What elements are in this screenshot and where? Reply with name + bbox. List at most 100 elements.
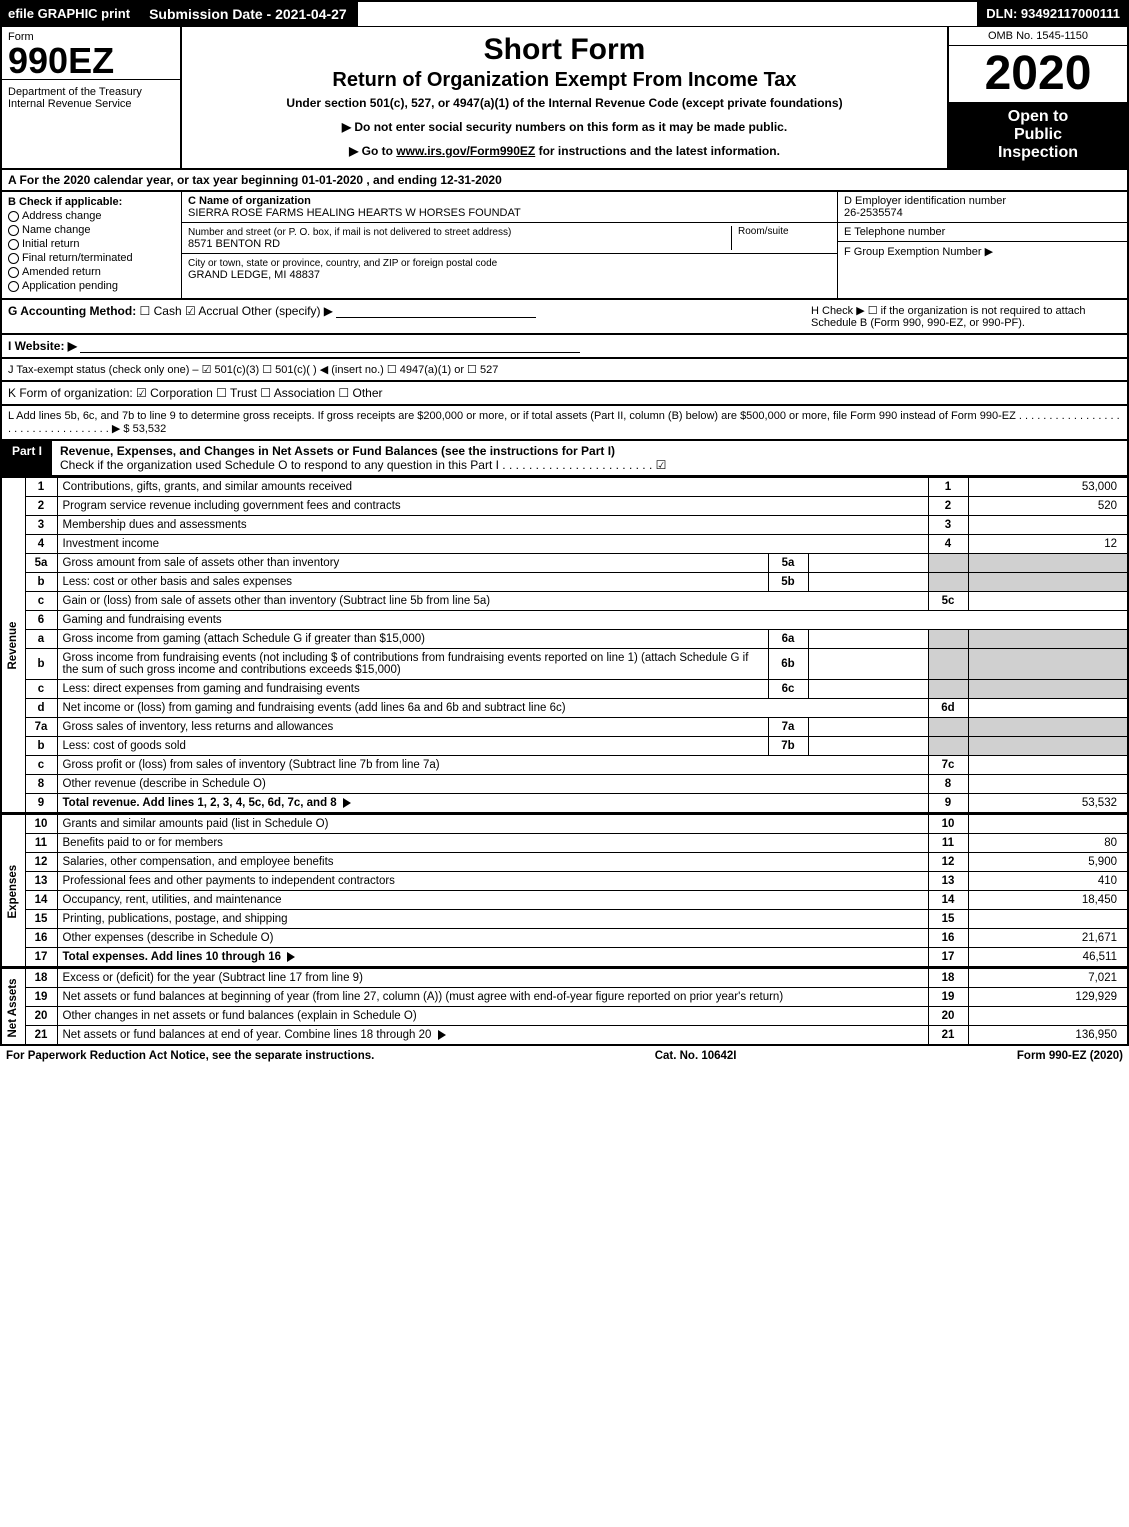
line-desc: Gross profit or (loss) from sales of inv…: [57, 756, 928, 775]
rt-num: 1: [928, 478, 968, 497]
rt-val: 12: [968, 535, 1128, 554]
g-other-line: [336, 306, 536, 318]
rt-num: 4: [928, 535, 968, 554]
rt-val: [968, 910, 1128, 929]
line-row: 12Salaries, other compensation, and empl…: [1, 853, 1128, 872]
chk-name-change[interactable]: Name change: [8, 224, 175, 236]
rt-num: 14: [928, 891, 968, 910]
line-row: 15Printing, publications, postage, and s…: [1, 910, 1128, 929]
line-row: cGain or (loss) from sale of assets othe…: [1, 592, 1128, 611]
dept-line1: Department of the Treasury: [8, 86, 142, 98]
netassets-table: Net Assets18Excess or (deficit) for the …: [0, 968, 1129, 1046]
chk-app-pending[interactable]: Application pending: [8, 280, 175, 292]
sub-line-num: 7a: [768, 718, 808, 737]
line-row: 21Net assets or fund balances at end of …: [1, 1026, 1128, 1046]
line-desc: Benefits paid to or for members: [57, 834, 928, 853]
line-number: 12: [25, 853, 57, 872]
rt-val: [968, 775, 1128, 794]
line-number: 3: [25, 516, 57, 535]
line-number: c: [25, 756, 57, 775]
rt-num: 2: [928, 497, 968, 516]
box-c: C Name of organization SIERRA ROSE FARMS…: [182, 192, 837, 298]
rt-num: 18: [928, 969, 968, 988]
lbl-pending: Application pending: [22, 280, 118, 292]
line-row: dNet income or (loss) from gaming and fu…: [1, 699, 1128, 718]
website-line: [80, 341, 580, 353]
line-row: 2Program service revenue including gover…: [1, 497, 1128, 516]
rt-num: 12: [928, 853, 968, 872]
line-row: 16Other expenses (describe in Schedule O…: [1, 929, 1128, 948]
line-row: cLess: direct expenses from gaming and f…: [1, 680, 1128, 699]
row-i: I Website: ▶: [0, 335, 1129, 359]
line-number: 4: [25, 535, 57, 554]
sub-line-val: [808, 680, 928, 699]
chk-initial-return[interactable]: Initial return: [8, 238, 175, 250]
chk-amended[interactable]: Amended return: [8, 266, 175, 278]
rt-val: 46,511: [968, 948, 1128, 968]
ein: 26-2535574: [844, 207, 903, 219]
row-k: K Form of organization: ☑ Corporation ☐ …: [0, 382, 1129, 406]
spacer: [358, 2, 979, 26]
line-number: 16: [25, 929, 57, 948]
line-number: 17: [25, 948, 57, 968]
rt-num: [928, 649, 968, 680]
expenses-table: Expenses10Grants and similar amounts pai…: [0, 814, 1129, 968]
line-desc: Investment income: [57, 535, 928, 554]
line-row: 11Benefits paid to or for members1180: [1, 834, 1128, 853]
footer-right: Form 990-EZ (2020): [1017, 1050, 1123, 1062]
i-label: I Website: ▶: [8, 339, 77, 353]
section-label: Revenue: [1, 478, 25, 814]
line-row: 19Net assets or fund balances at beginni…: [1, 988, 1128, 1007]
rt-num: [928, 737, 968, 756]
row-j: J Tax-exempt status (check only one) – ☑…: [0, 359, 1129, 382]
line-desc: Grants and similar amounts paid (list in…: [57, 815, 928, 834]
line-number: c: [25, 680, 57, 699]
line-desc: Less: direct expenses from gaming and fu…: [57, 680, 768, 699]
line-number: 19: [25, 988, 57, 1007]
omb-number: OMB No. 1545-1150: [949, 27, 1127, 46]
tax-year: 2020: [949, 46, 1127, 102]
rt-val: [968, 573, 1128, 592]
note-ssn: ▶ Do not enter social security numbers o…: [190, 120, 939, 134]
line-desc: Other changes in net assets or fund bala…: [57, 1007, 928, 1026]
line-row: 5aGross amount from sale of assets other…: [1, 554, 1128, 573]
rt-val: [968, 592, 1128, 611]
room-suite-label: Room/suite: [731, 226, 831, 250]
rt-val: 18,450: [968, 891, 1128, 910]
rt-val: 53,000: [968, 478, 1128, 497]
rt-num: 6d: [928, 699, 968, 718]
irs-link[interactable]: www.irs.gov/Form990EZ: [396, 144, 535, 158]
rt-num: 13: [928, 872, 968, 891]
sub-line-val: [808, 630, 928, 649]
sub-line-num: 7b: [768, 737, 808, 756]
rt-num: 9: [928, 794, 968, 814]
rt-val: 7,021: [968, 969, 1128, 988]
section-label: Expenses: [1, 815, 25, 968]
line-desc: Membership dues and assessments: [57, 516, 928, 535]
line-number: 5a: [25, 554, 57, 573]
rt-val: 136,950: [968, 1026, 1128, 1046]
sub-line-val: [808, 573, 928, 592]
line-row: Net Assets18Excess or (deficit) for the …: [1, 969, 1128, 988]
line-row: 6Gaming and fundraising events: [1, 611, 1128, 630]
rt-val: 410: [968, 872, 1128, 891]
top-bar: efile GRAPHIC print Submission Date - 20…: [0, 0, 1129, 26]
line-number: 9: [25, 794, 57, 814]
header-center: Short Form Return of Organization Exempt…: [182, 27, 947, 168]
open2: Public: [1014, 126, 1062, 143]
box-b-label: B Check if applicable:: [8, 196, 175, 208]
f-label: F Group Exemption Number ▶: [844, 246, 993, 258]
d-label: D Employer identification number: [844, 195, 1006, 207]
sub-line-num: 6a: [768, 630, 808, 649]
chk-address-change[interactable]: Address change: [8, 210, 175, 222]
lbl-final: Final return/terminated: [22, 252, 133, 264]
line-row: 7aGross sales of inventory, less returns…: [1, 718, 1128, 737]
header-right: OMB No. 1545-1150 2020 Open to Public In…: [947, 27, 1127, 168]
line-row: 20Other changes in net assets or fund ba…: [1, 1007, 1128, 1026]
line-row: bLess: cost or other basis and sales exp…: [1, 573, 1128, 592]
rt-num: 3: [928, 516, 968, 535]
line-row: 17Total expenses. Add lines 10 through 1…: [1, 948, 1128, 968]
chk-final-return[interactable]: Final return/terminated: [8, 252, 175, 264]
rt-val: 53,532: [968, 794, 1128, 814]
line-desc: Net income or (loss) from gaming and fun…: [57, 699, 928, 718]
